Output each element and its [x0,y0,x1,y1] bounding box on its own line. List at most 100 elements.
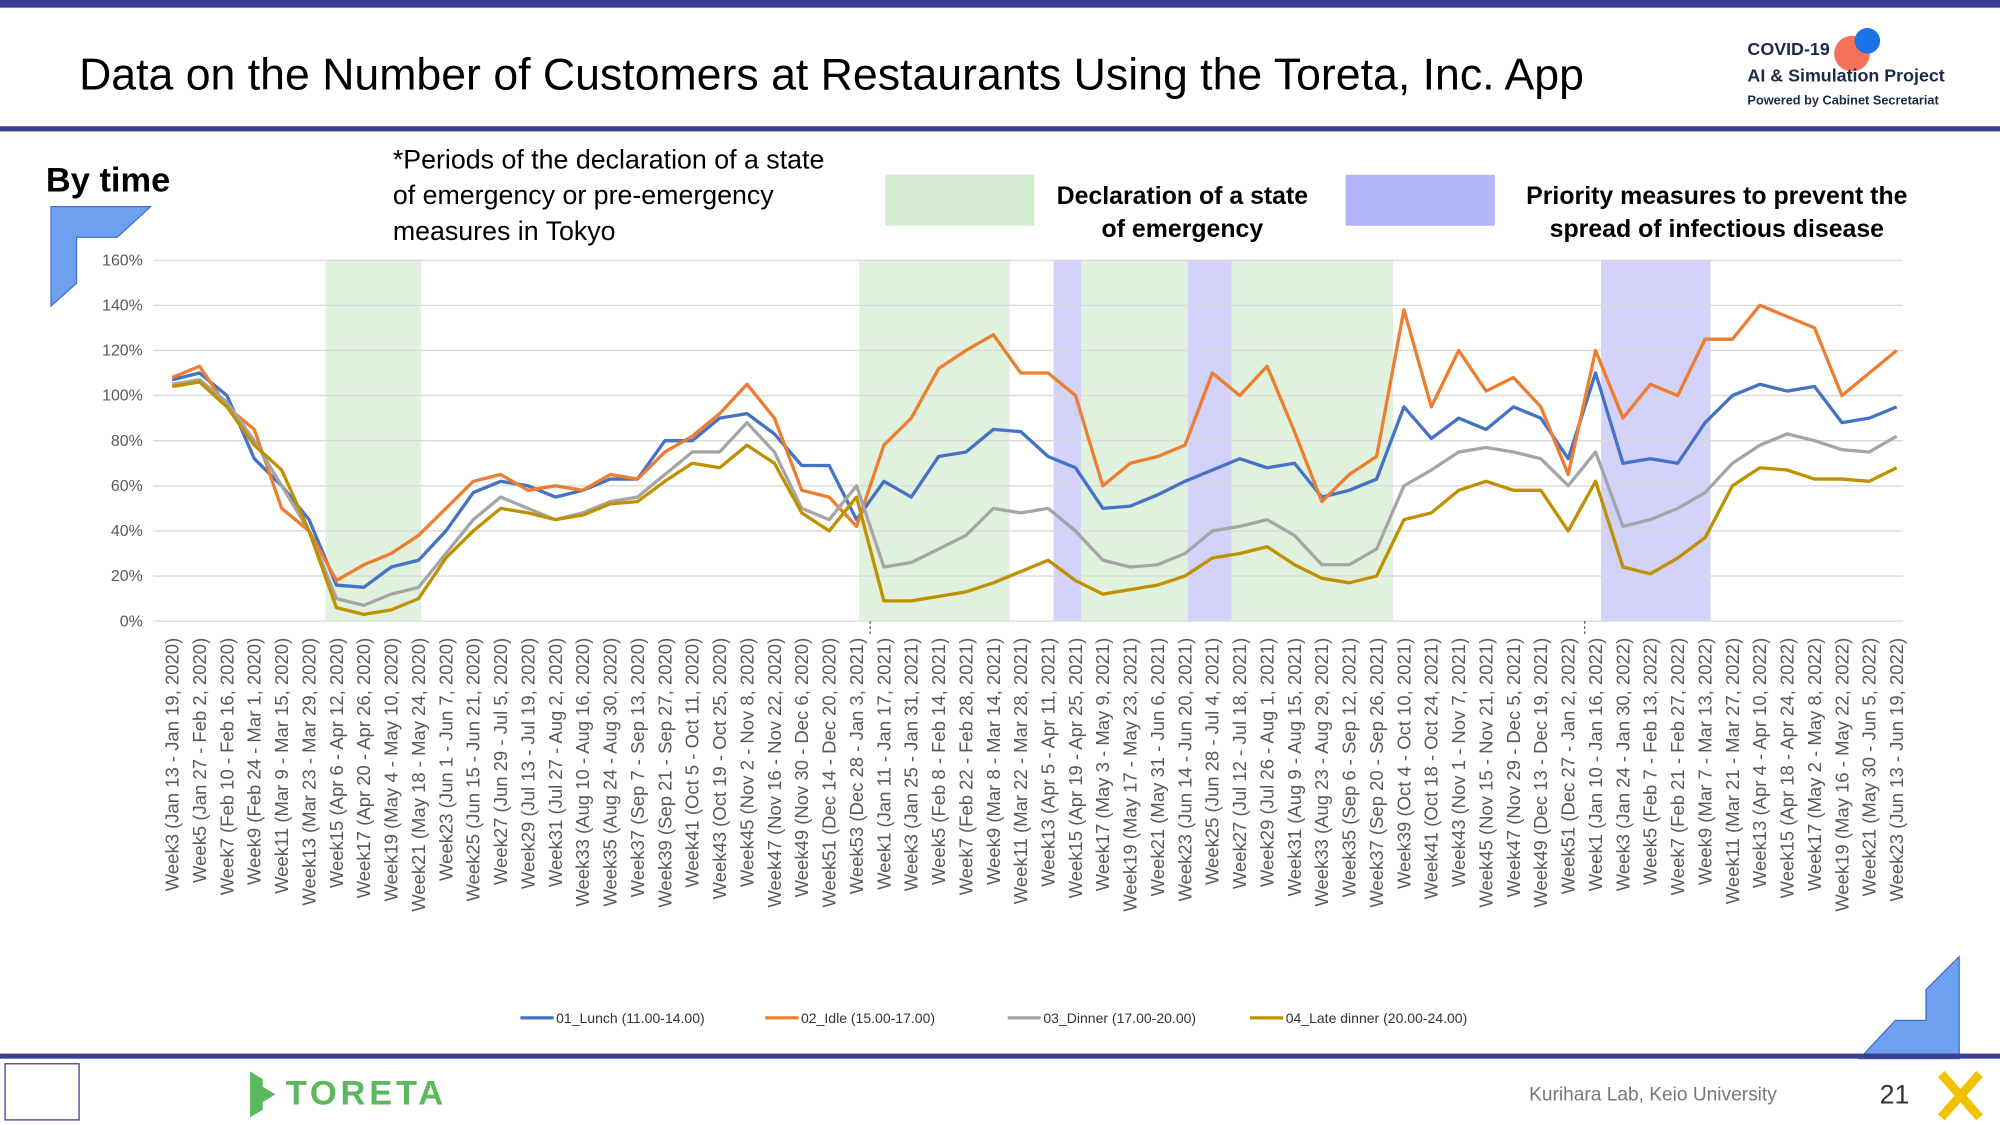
x-tick-label: Week53 (Dec 28 - Jan 3, 2021) [846,638,867,895]
x-tick-label: Week23 (Jun 1 - Jun 7, 2020) [435,638,456,881]
x-tick-label: Week47 (Nov 29 - Dec 5, 2021) [1503,638,1524,898]
series-line [171,303,1898,583]
x-tick-label: Week37 (Sep 20 - Sep 26, 2021) [1366,638,1387,908]
key-label: Declaration of a state [1057,182,1308,210]
x-tick-label: Week5 (Feb 7 - Feb 13, 2022) [1640,638,1661,885]
x-tick-label: Week21 (May 18 - May 24, 2020) [408,638,429,912]
x-tick-label: Week19 (May 17 - May 23, 2021) [1120,638,1141,912]
x-tick-label: Week51 (Dec 27 - Jan 2, 2022) [1558,638,1579,895]
logo-text: Powered by Cabinet Secretariat [1747,93,1939,108]
x-tick-label: Week31 (Aug 9 - Aug 15, 2021) [1284,638,1305,897]
x-tick-label: Week23 (Jun 13 - Jun 19, 2022) [1886,638,1907,902]
page-number: 21 [1880,1079,1910,1109]
x-tick-label: Week1 (Jan 10 - Jan 16, 2022) [1585,638,1606,891]
x-tick-label: Week9 (Mar 7 - Mar 13, 2022) [1694,638,1715,885]
y-tick-label: 40% [111,523,143,540]
legend-label: 03_Dinner (17.00-20.00) [1043,1010,1196,1026]
x-tick-label: Week19 (May 4 - May 10, 2020) [381,638,402,902]
x-tick-label: Week17 (May 3 - May 9, 2021) [1092,638,1113,891]
x-tick-label: Week3 (Jan 13 - Jan 19, 2020) [162,638,183,891]
x-tick-label: Week15 (Apr 18 - Apr 24, 2022) [1777,638,1798,899]
x-tick-label: Week51 (Dec 14 - Dec 20, 2020) [819,638,840,908]
x-tick-label: Week15 (Apr 6 - Apr 12, 2020) [326,638,347,888]
x-tick-label: Week25 (Jun 28 - Jul 4, 2021) [1202,638,1223,885]
x-tick-label: Week3 (Jan 24 - Jan 30, 2022) [1612,638,1633,891]
legend-label: 04_Late dinner (20.00-24.00) [1286,1010,1468,1026]
x-tick-label: Week41 (Oct 18 - Oct 24, 2021) [1421,638,1442,900]
series-line [171,380,1898,617]
key-label: Priority measures to prevent the [1526,182,1907,210]
x-tick-label: Week29 (Jul 13 - Jul 19, 2020) [517,638,538,889]
series-line [171,371,1898,589]
y-tick-label: 20% [111,568,143,585]
y-tick-label: 140% [102,297,143,314]
y-tick-label: 60% [111,478,143,495]
x-tick-label: Week49 (Nov 30 - Dec 6, 2020) [791,638,812,898]
note-line: measures in Tokyo [393,216,616,246]
note-line: of emergency or pre-emergency [393,180,774,210]
section-label: By time [46,161,170,199]
x-tick-label: Week17 (Apr 20 - Apr 26, 2020) [353,638,374,899]
x-tick-label: Week1 (Jan 11 - Jan 17, 2021) [873,638,894,890]
series-line [171,378,1898,608]
x-tick-label: Week19 (May 16 - May 22, 2022) [1831,638,1852,912]
x-tick-label: Week11 (Mar 22 - Mar 28, 2021) [1010,638,1031,904]
legend-label: 01_Lunch (11.00-14.00) [556,1010,705,1026]
footer-rule [0,1053,2000,1059]
footer-mark [1937,1071,1983,1121]
key-swatch [885,174,1035,226]
x-tick-label: Week39 (Oct 4 - Oct 10, 2021) [1393,638,1414,889]
x-tick-label: Week43 (Nov 1 - Nov 7, 2021) [1448,638,1469,887]
x-tick-label: Week17 (May 2 - May 8, 2022) [1804,638,1825,891]
x-tick-label: Week39 (Sep 21 - Sep 27, 2020) [654,638,675,908]
x-tick-label: Week49 (Dec 13 - Dec 19, 2021) [1530,638,1551,908]
x-tick-label: Week33 (Aug 23 - Aug 29, 2021) [1311,638,1332,907]
x-tick-label: Week27 (Jul 12 - Jul 18, 2021) [1229,638,1250,889]
logo-dot [1854,28,1881,54]
x-tick-label: Week9 (Mar 8 - Mar 14, 2021) [983,638,1004,885]
x-tick-label: Week5 (Jan 27 - Feb 2, 2020) [189,638,210,883]
credit: Kurihara Lab, Keio University [1529,1085,1777,1106]
top-bar [0,0,2000,8]
x-tick-label: Week11 (Mar 9 - Mar 15, 2020) [271,638,292,894]
x-tick-label: Week9 (Feb 24 - Mar 1, 2020) [244,638,265,885]
x-tick-label: Week33 (Aug 10 - Aug 16, 2020) [572,638,593,907]
corner-deco [1858,955,1960,1060]
x-tick-label: Week47 (Nov 16 - Nov 22, 2020) [764,638,785,908]
header-rule [0,126,2000,132]
key-label: of emergency [1102,215,1264,243]
x-tick-label: Week5 (Feb 8 - Feb 14, 2021) [928,638,949,885]
key-swatch [1345,174,1495,226]
y-tick-label: 120% [102,343,143,360]
x-tick-label: Week27 (Jun 29 - Jul 5, 2020) [490,638,511,885]
x-tick-label: Week13 (Mar 23 - Mar 29, 2020) [298,638,319,906]
x-tick-label: Week45 (Nov 15 - Nov 21, 2021) [1475,638,1496,908]
brand-icon [250,1071,276,1118]
logo-text: AI & Simulation Project [1747,66,1944,86]
y-tick-label: 80% [111,433,143,450]
slide-title: Data on the Number of Customers at Resta… [79,50,1584,99]
x-tick-label: Week23 (Jun 14 - Jun 20, 2021) [1174,638,1195,902]
x-tick-label: Week7 (Feb 10 - Feb 16, 2020) [216,638,237,896]
x-tick-label: Week21 (May 31 - Jun 6, 2021) [1147,638,1168,897]
x-tick-label: Week21 (May 30 - Jun 5, 2022) [1859,638,1880,897]
x-tick-label: Week3 (Jan 25 - Jan 31, 2021) [901,638,922,891]
x-tick-label: Week25 (Jun 15 - Jun 21, 2020) [463,638,484,902]
x-tick-label: Week29 (Jul 26 - Aug 1, 2021) [1256,638,1277,887]
brand-name: TORETA [286,1075,447,1113]
x-tick-label: Week13 (Apr 5 - Apr 11, 2021) [1038,638,1059,887]
y-tick-label: 0% [120,613,143,630]
corner-deco [50,205,153,308]
plot: 0% 20% 40% 60% 80% 100% 120% 140% 160% Week3 (Jan… [102,252,1907,1026]
y-tick-label: 100% [102,388,143,405]
x-tick-label: Week15 (Apr 19 - Apr 25, 2021) [1065,638,1086,899]
logo-text: COVID-19 [1747,39,1829,59]
x-tick-label: Week43 (Oct 19 - Oct 25, 2020) [709,638,730,900]
x-tick-label: Week37 (Sep 7 - Sep 13, 2020) [627,638,648,898]
y-tick-label: 160% [102,252,143,269]
footer-emblem [4,1063,80,1121]
x-tick-label: Week35 (Sep 6 - Sep 12, 2021) [1339,638,1360,898]
x-tick-label: Week45 (Nov 2 - Nov 8, 2020) [736,638,757,887]
legend-label: 02_Idle (15.00-17.00) [801,1010,935,1026]
